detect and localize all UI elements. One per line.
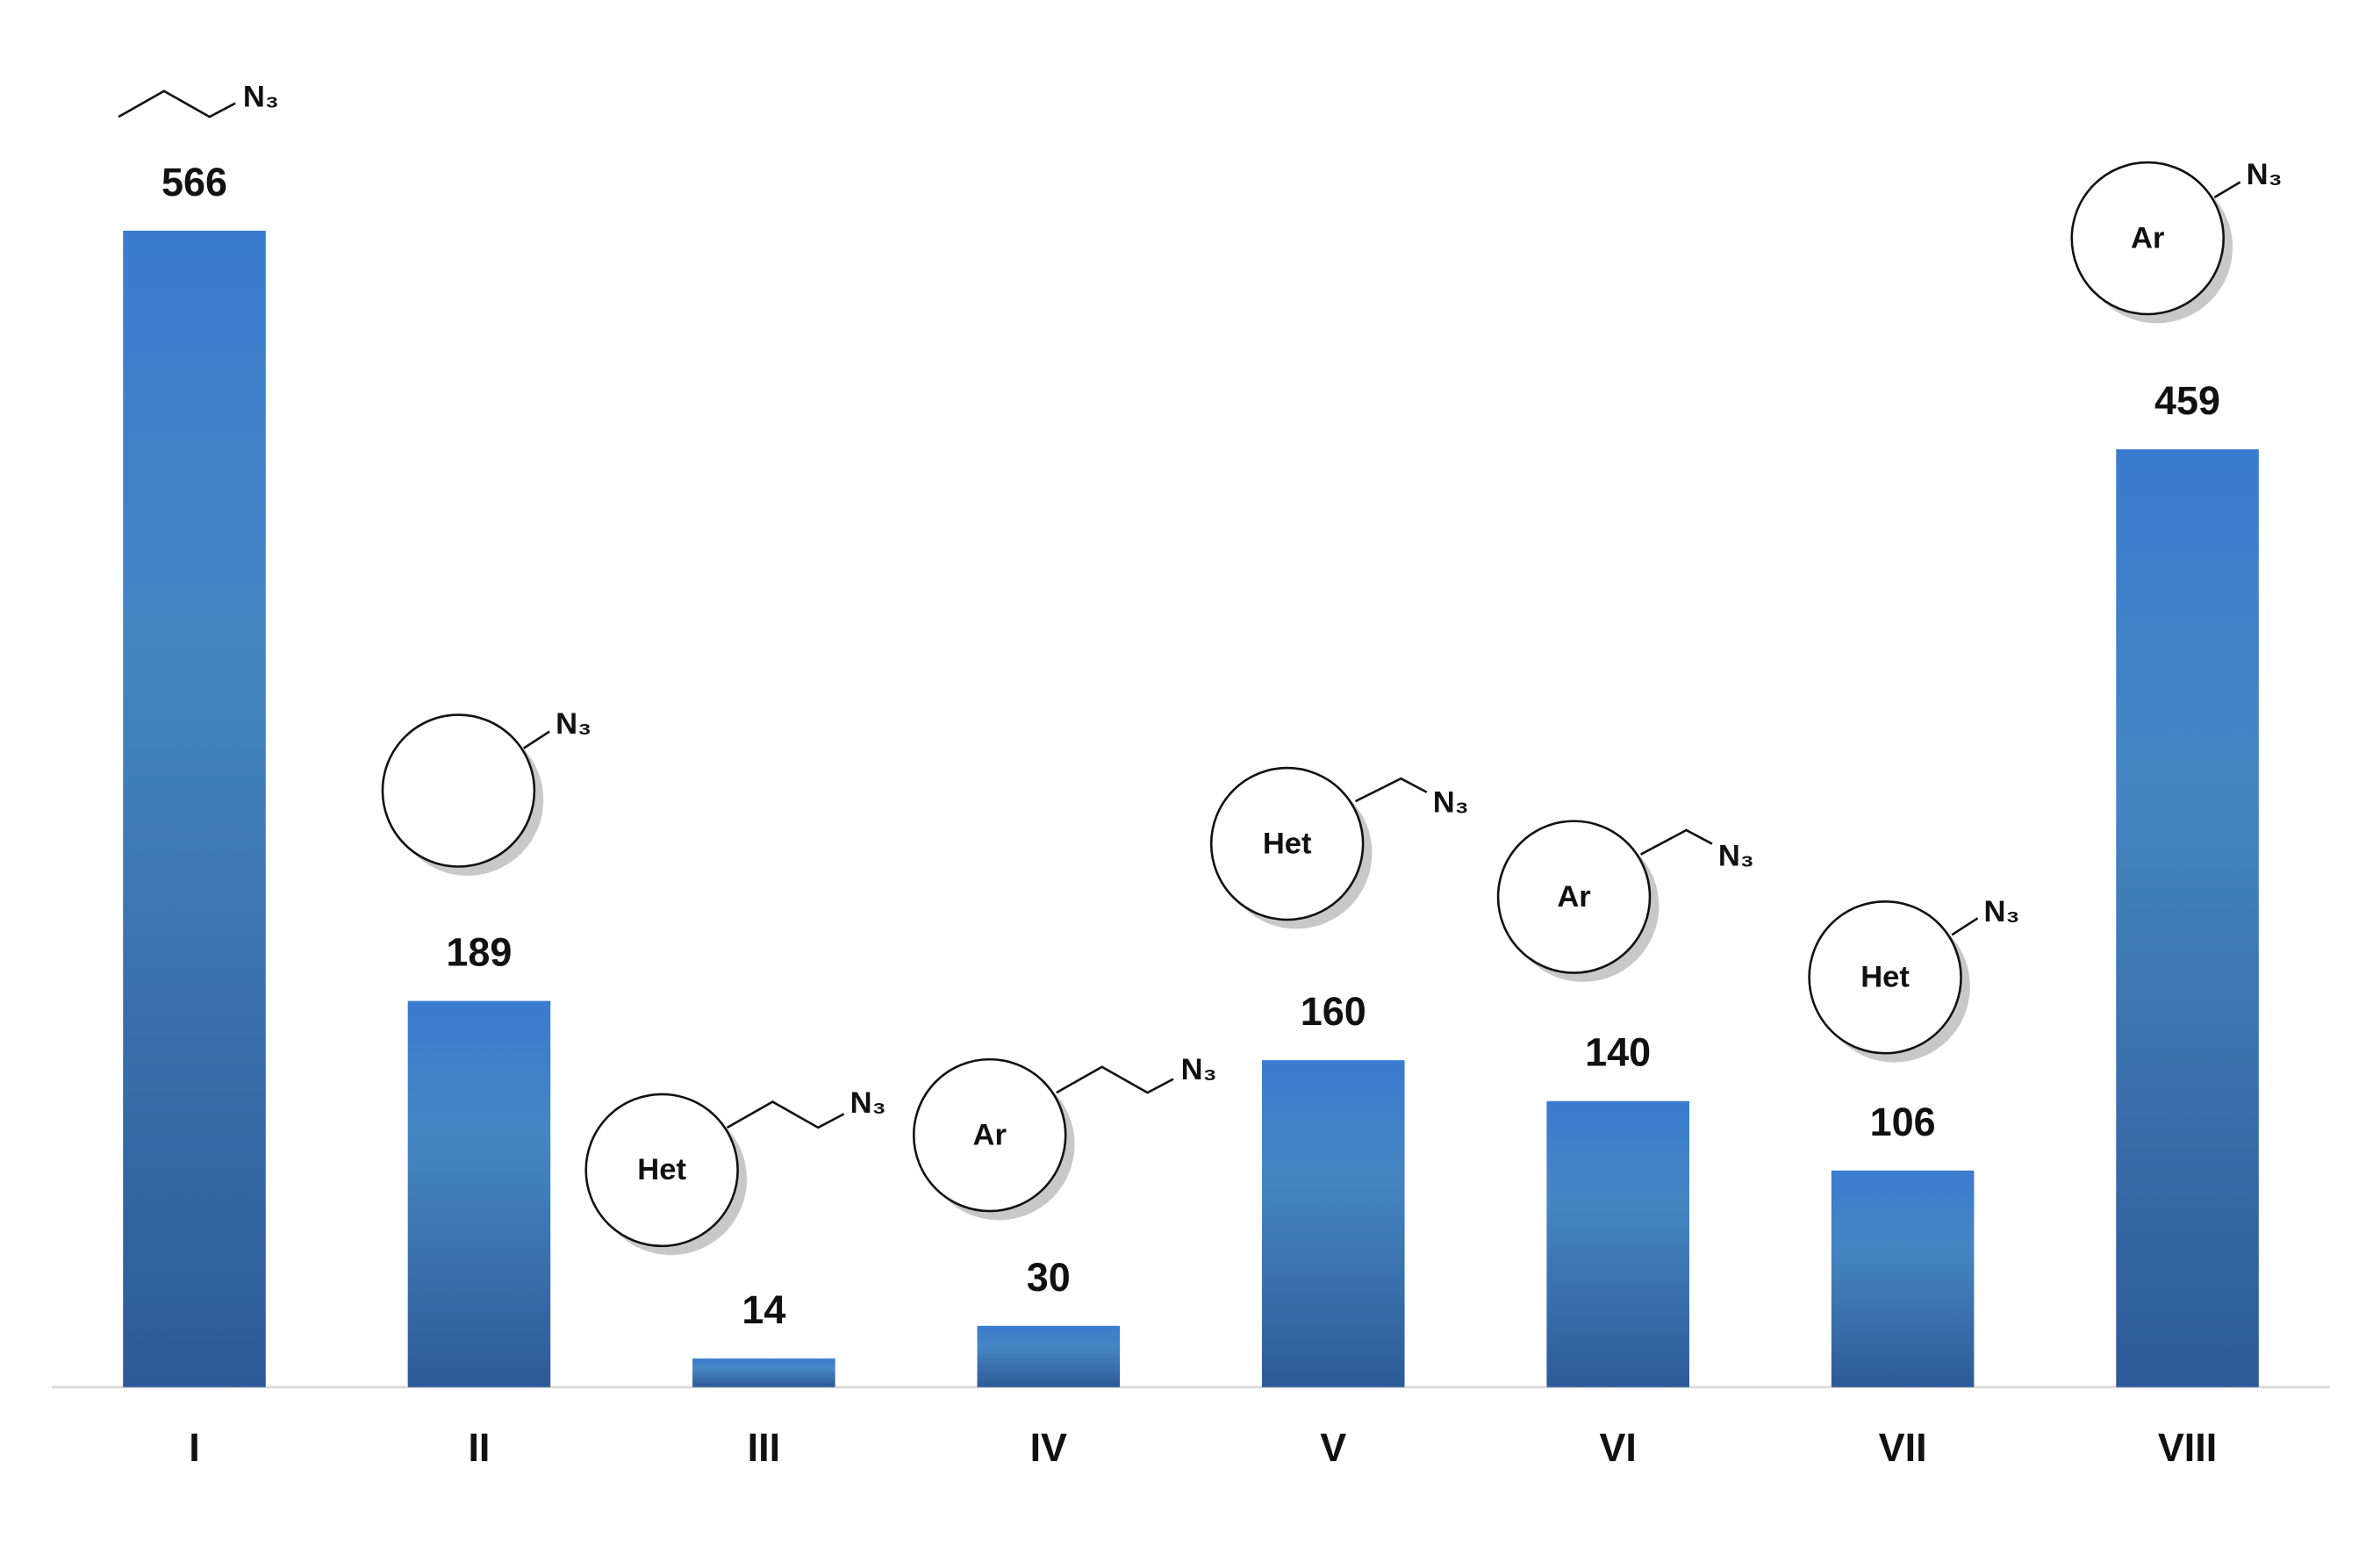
ring <box>584 1093 739 1248</box>
x-tick-label: III <box>748 1425 780 1470</box>
ring <box>1496 820 1652 974</box>
ring <box>912 1057 1067 1213</box>
chain <box>1640 828 1713 856</box>
bar <box>2116 448 2259 1387</box>
ring <box>1209 766 1365 921</box>
bar <box>1261 1060 1405 1387</box>
value-label: 140 <box>1585 1030 1651 1075</box>
ring-label: Ar <box>972 1118 1006 1151</box>
chain <box>1951 917 1979 936</box>
ring-label: Het <box>637 1153 686 1186</box>
ring-label: Het <box>1860 961 1910 994</box>
chain <box>1354 777 1428 803</box>
azide-label: N₃ <box>1983 895 2019 928</box>
azide-label: N₃ <box>556 707 591 741</box>
chain <box>1056 1065 1174 1094</box>
azide-label: N₃ <box>1433 786 1469 820</box>
bar <box>977 1325 1121 1387</box>
bar <box>1831 1170 1975 1387</box>
chain <box>118 90 236 118</box>
x-tick-label: II <box>468 1425 490 1470</box>
value-label: 30 <box>1027 1255 1071 1300</box>
azide-label: N₃ <box>850 1086 886 1120</box>
chain <box>726 1100 845 1129</box>
azide-label: N₃ <box>2247 158 2283 191</box>
bar <box>1546 1100 1689 1387</box>
value-label: 106 <box>1870 1100 1936 1144</box>
x-tick-label: V <box>1320 1425 1346 1470</box>
bar <box>692 1358 835 1387</box>
chain <box>523 730 550 749</box>
bar <box>123 230 266 1387</box>
azide-label: N₃ <box>1181 1053 1217 1086</box>
ring <box>1808 899 1962 1055</box>
x-tick-label: I <box>189 1425 200 1470</box>
chain <box>2213 181 2241 198</box>
x-tick-label: VIII <box>2158 1425 2217 1470</box>
x-tick-label: IV <box>1030 1425 1067 1470</box>
value-label: 189 <box>446 930 512 975</box>
ring <box>381 713 536 868</box>
x-tick-label: VII <box>1879 1425 1927 1470</box>
ring-label: Het <box>1263 827 1312 860</box>
bar <box>407 1000 551 1387</box>
value-label: 160 <box>1301 989 1366 1034</box>
value-label: 566 <box>161 160 227 204</box>
ring <box>2070 161 2226 316</box>
azide-label: N₃ <box>243 81 279 114</box>
azide-label: N₃ <box>1718 839 1754 872</box>
x-tick-label: VI <box>1599 1425 1636 1470</box>
value-label: 14 <box>742 1287 785 1332</box>
ring-label: Ar <box>1557 880 1590 914</box>
value-label: 459 <box>2154 378 2220 423</box>
ring-label: Ar <box>2131 221 2164 254</box>
